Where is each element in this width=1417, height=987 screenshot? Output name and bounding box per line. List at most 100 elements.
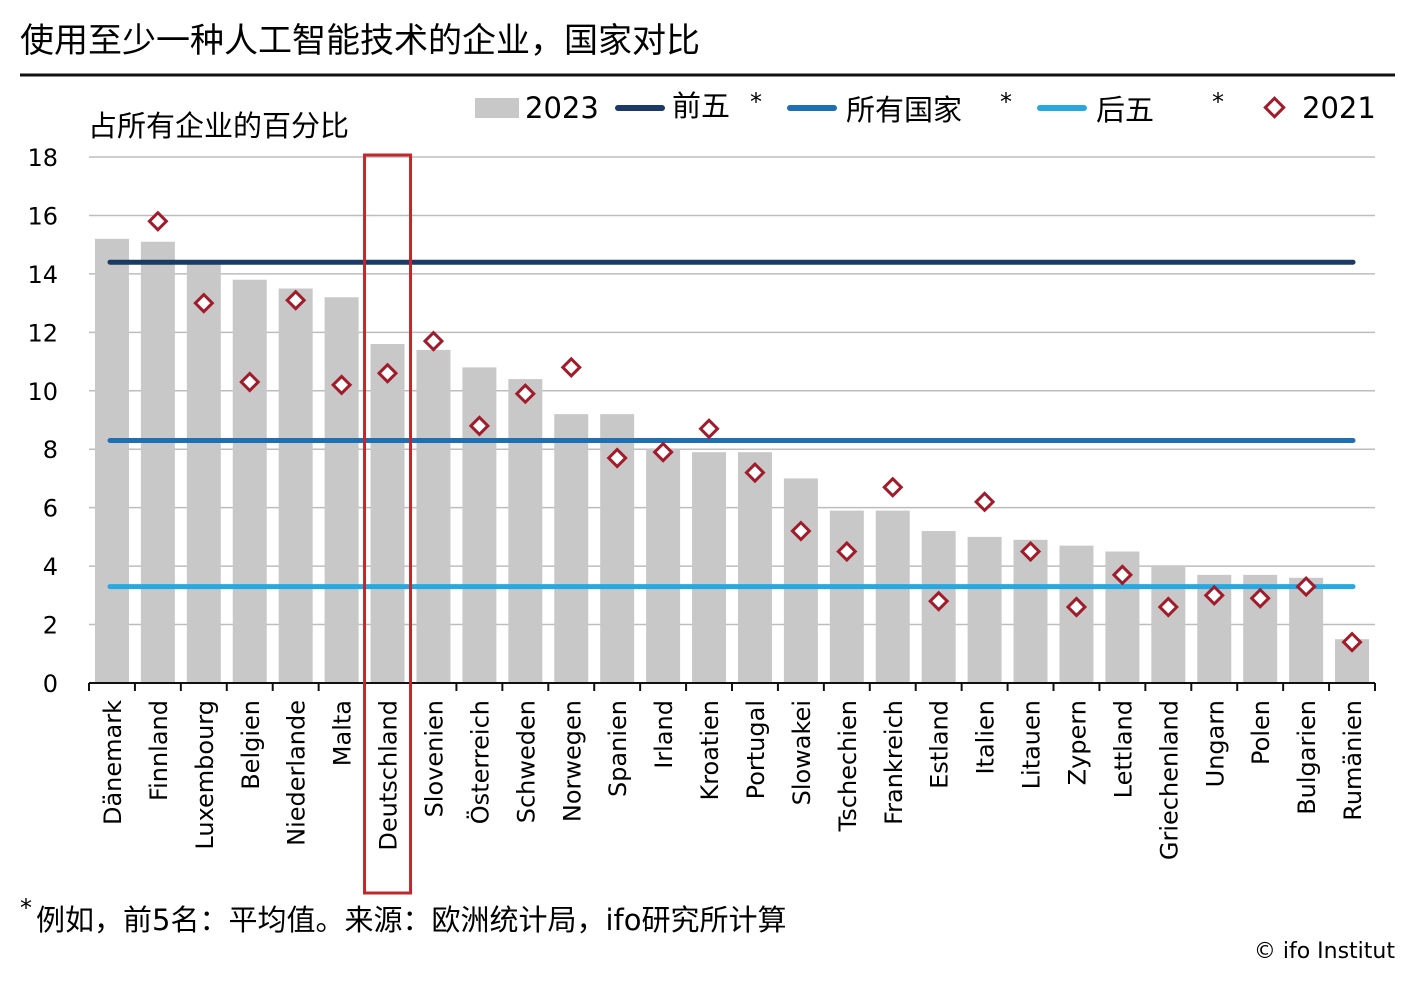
y-tick-label: 2 — [43, 612, 58, 640]
legend-swatch-2021 — [1263, 96, 1286, 119]
x-tick-label: Niederlande — [283, 700, 311, 846]
y-tick-label: 0 — [43, 670, 58, 698]
marker-2021 — [331, 374, 353, 396]
y-tick-label: 14 — [27, 261, 58, 289]
bar-2023 — [462, 367, 497, 683]
bar-2023 — [1013, 539, 1048, 683]
marker-2021 — [744, 461, 766, 484]
x-tick-label: Luxembourg — [191, 700, 219, 850]
bar-2023 — [692, 452, 727, 683]
marker-2021 — [1157, 596, 1179, 618]
bar-2023 — [416, 349, 451, 683]
x-tick-label: Lettland — [1109, 700, 1137, 798]
x-tick-label: Belgien — [237, 700, 265, 790]
x-tick-label: Bulgarien — [1293, 700, 1321, 815]
marker-2021 — [882, 476, 904, 498]
y-tick-label: 8 — [43, 436, 58, 464]
legend-label-all: 所有国家 — [846, 93, 962, 127]
legend-label-top5: 前五 — [672, 89, 730, 123]
marker-2021 — [652, 441, 674, 463]
x-tick-label: Spanien — [604, 700, 632, 797]
bar-2023 — [646, 449, 681, 683]
x-tick-label: Rumänien — [1339, 700, 1367, 821]
footnote: 例如，前5名：平均值。来源：欧洲统计局，ifo研究所计算 — [36, 903, 786, 937]
x-tick-label: Zypern — [1063, 700, 1091, 785]
bar-2023 — [186, 262, 221, 683]
bar-2023 — [324, 297, 359, 683]
legend-mark-bottom5: * — [1212, 88, 1224, 116]
bar-2023 — [370, 344, 405, 683]
x-tick-label: Ungarn — [1201, 700, 1229, 787]
source-credit: © ifo Institut — [1254, 939, 1396, 964]
marker-2021 — [422, 330, 445, 352]
marker-2021 — [1065, 596, 1088, 618]
x-tick-label: Irland — [650, 700, 678, 769]
bar-2023 — [508, 379, 543, 683]
bar-2023 — [967, 536, 1002, 683]
marker-2021 — [468, 415, 490, 437]
x-tick-label: Norwegen — [558, 700, 586, 822]
marker-2021 — [1203, 584, 1225, 606]
marker-2021 — [376, 362, 399, 384]
bar-2023 — [875, 510, 910, 683]
x-axis-tick-labels: Dänemark Finnland Luxembourg Belgien Niederl… — [99, 700, 1367, 860]
legend-mark-all: * — [1000, 88, 1012, 116]
y-tick-label: 4 — [43, 553, 58, 581]
x-tick-label: Litauen — [1018, 700, 1046, 789]
x-tick-label: Kroatien — [696, 700, 724, 801]
marker-2021 — [147, 210, 169, 232]
x-tick-label: Polen — [1247, 700, 1275, 765]
marker-2021 — [285, 289, 307, 311]
x-tick-label: Deutschland — [375, 700, 403, 851]
marker-2021 — [1249, 587, 1271, 609]
markers-2021 — [147, 210, 1363, 653]
legend-swatch-2023 — [475, 98, 519, 118]
highlight-box — [363, 153, 413, 895]
y-tick-label: 10 — [27, 378, 58, 406]
bar-2023 — [94, 238, 129, 684]
marker-2021 — [974, 491, 996, 513]
legend: 2023 前五 * 所有国家 * 后五 * 2021 — [475, 88, 1376, 127]
marker-2021 — [790, 520, 812, 542]
bar-2023 — [554, 414, 589, 683]
legend-label-2021: 2021 — [1302, 91, 1376, 125]
chart-title: 使用至少一种人工智能技术的企业，国家对比 — [20, 21, 700, 61]
marker-2021 — [193, 292, 215, 314]
y-tick-label: 6 — [43, 495, 58, 523]
marker-2021 — [836, 540, 858, 563]
bar-2023 — [737, 452, 772, 683]
bar-2023 — [278, 288, 313, 683]
y-tick-label: 16 — [27, 202, 58, 230]
marker-2021 — [514, 383, 536, 405]
footnote-mark: * — [20, 894, 32, 922]
x-tick-label: Schweden — [512, 700, 540, 823]
marker-2021 — [1295, 575, 1317, 598]
marker-2021 — [1019, 540, 1042, 563]
x-tick-label: Finnland — [145, 700, 173, 801]
y-axis-ticks: 0 2 4 6 8 10 12 14 16 18 — [27, 144, 58, 698]
x-tick-label: Slovenien — [420, 700, 448, 817]
marker-2021 — [560, 356, 582, 379]
bar-2023 — [140, 241, 175, 683]
bar-2023 — [232, 279, 267, 683]
bar-2023 — [829, 510, 864, 683]
marker-2021 — [1111, 564, 1133, 586]
legend-label-2023: 2023 — [525, 91, 599, 125]
x-tick-label: Italien — [972, 700, 1000, 775]
x-tick-label: Malta — [329, 700, 357, 766]
x-tick-label: Dänemark — [99, 700, 127, 825]
x-tick-label: Österreich — [465, 700, 494, 824]
x-tick-label: Frankreich — [880, 700, 908, 825]
marker-2021 — [698, 418, 720, 440]
marker-2021 — [1341, 631, 1363, 653]
reference-lines — [107, 259, 1356, 590]
marker-2021 — [928, 590, 950, 612]
x-tick-label: Slowakei — [788, 700, 816, 805]
x-tick-label: Portugal — [742, 700, 770, 799]
y-tick-label: 12 — [27, 319, 58, 347]
bar-2023 — [1151, 566, 1186, 683]
marker-2021 — [239, 371, 261, 393]
x-tick-label: Tschechien — [834, 700, 862, 832]
marker-2021 — [606, 447, 628, 469]
